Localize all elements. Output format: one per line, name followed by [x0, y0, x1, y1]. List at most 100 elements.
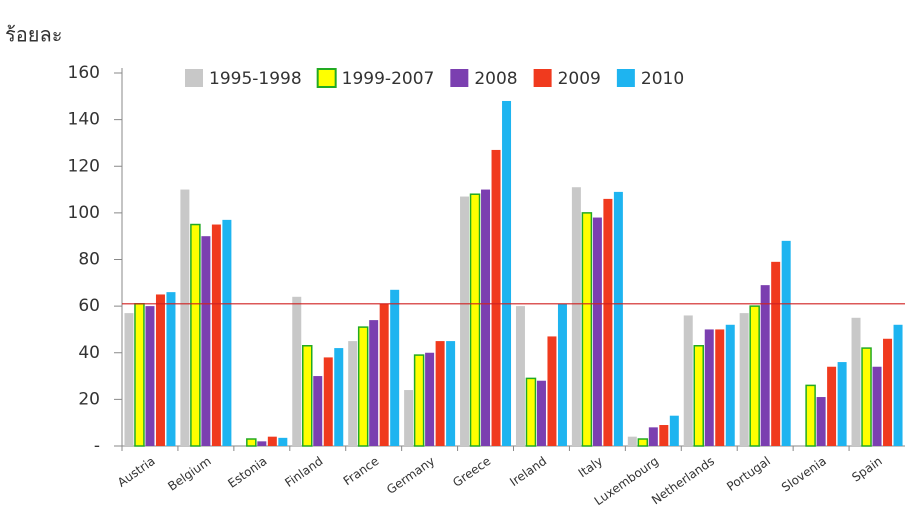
bar	[827, 366, 837, 446]
y-tick-label: 20	[78, 389, 100, 409]
bar	[446, 341, 456, 446]
y-tick-label: 160	[68, 63, 100, 83]
legend-swatch	[185, 69, 203, 87]
bar	[180, 189, 190, 446]
bar	[704, 329, 714, 446]
bar	[404, 390, 414, 446]
bar	[659, 425, 669, 446]
x-tick-label: Spain	[849, 454, 884, 485]
bar	[536, 380, 546, 446]
y-tick-label: 100	[68, 203, 100, 223]
bar	[547, 336, 557, 446]
x-tick-label: Greece	[450, 454, 493, 490]
bar	[491, 149, 501, 446]
bar	[211, 224, 221, 446]
bar	[267, 436, 277, 446]
bar	[525, 377, 537, 447]
bar	[683, 315, 693, 446]
x-tick-label: Finland	[282, 454, 325, 490]
bar	[469, 193, 481, 447]
bar	[435, 341, 445, 446]
bar	[134, 303, 145, 447]
bar	[603, 198, 613, 446]
x-tick-label: Italy	[576, 454, 605, 480]
bar	[323, 357, 333, 446]
bar	[313, 376, 323, 446]
x-tick-label: France	[341, 454, 382, 488]
bar	[693, 345, 704, 447]
x-tick-label: Estonia	[225, 454, 269, 491]
bar	[557, 303, 567, 446]
bar	[816, 397, 826, 446]
bar	[637, 438, 649, 447]
bar	[872, 366, 882, 446]
bar	[749, 305, 760, 447]
bar	[613, 191, 623, 446]
bar	[302, 345, 313, 447]
bar	[348, 341, 358, 446]
legend-swatch	[616, 69, 635, 87]
y-tick-label: 140	[68, 110, 100, 130]
legend-label: 1995-1998	[209, 69, 302, 89]
bar	[592, 217, 602, 446]
bar	[581, 212, 593, 447]
bar	[246, 438, 257, 447]
bar	[515, 306, 525, 446]
bar	[390, 289, 400, 446]
bar	[357, 326, 369, 447]
x-tick-label: Ireland	[507, 454, 549, 489]
legend-swatch	[316, 68, 337, 88]
x-tick-label: Germany	[384, 454, 437, 497]
y-axis-label: ร้อยละ	[5, 23, 62, 47]
bar	[292, 296, 302, 446]
bar	[851, 317, 861, 446]
bar	[837, 362, 847, 446]
bar	[883, 338, 893, 446]
bar	[502, 100, 512, 446]
bar	[725, 324, 735, 446]
bar	[166, 292, 176, 446]
bar	[155, 294, 165, 446]
bar	[278, 437, 288, 446]
bar	[460, 196, 470, 446]
bar	[369, 320, 379, 446]
bar	[124, 313, 134, 446]
bar	[669, 415, 679, 446]
bar	[190, 223, 201, 447]
bar	[715, 329, 725, 446]
y-tick-label: 60	[78, 296, 100, 316]
bar	[739, 313, 749, 446]
bar	[222, 219, 232, 446]
x-tick-label: Austria	[115, 454, 158, 490]
bar	[893, 324, 903, 446]
bar	[425, 352, 435, 446]
x-tick-label: Belgium	[165, 454, 213, 494]
bar	[648, 427, 658, 446]
x-tick-label: Portugal	[724, 454, 773, 494]
y-tick-label: -	[94, 436, 100, 456]
x-tick-label: Netherlands	[649, 454, 717, 507]
legend-swatch	[533, 69, 552, 87]
bar	[257, 441, 267, 446]
bar	[379, 303, 389, 446]
bar	[627, 436, 637, 446]
y-tick-label: 120	[68, 156, 100, 176]
bar	[805, 384, 816, 447]
y-tick-label: 40	[78, 343, 100, 363]
bar	[771, 261, 781, 446]
legend-label: 2009	[558, 69, 601, 89]
bar	[760, 285, 770, 446]
bar	[481, 189, 491, 446]
bar	[145, 306, 155, 446]
y-tick-label: 80	[78, 250, 100, 270]
legend-label: 1999-2007	[342, 69, 435, 89]
legend-label: 2010	[641, 69, 684, 89]
bar	[781, 240, 791, 446]
x-tick-label: Slovenia	[779, 454, 829, 495]
bar	[413, 354, 425, 447]
legend-swatch	[450, 69, 469, 87]
bar	[201, 236, 211, 446]
bar	[334, 348, 344, 446]
bar	[861, 347, 872, 447]
